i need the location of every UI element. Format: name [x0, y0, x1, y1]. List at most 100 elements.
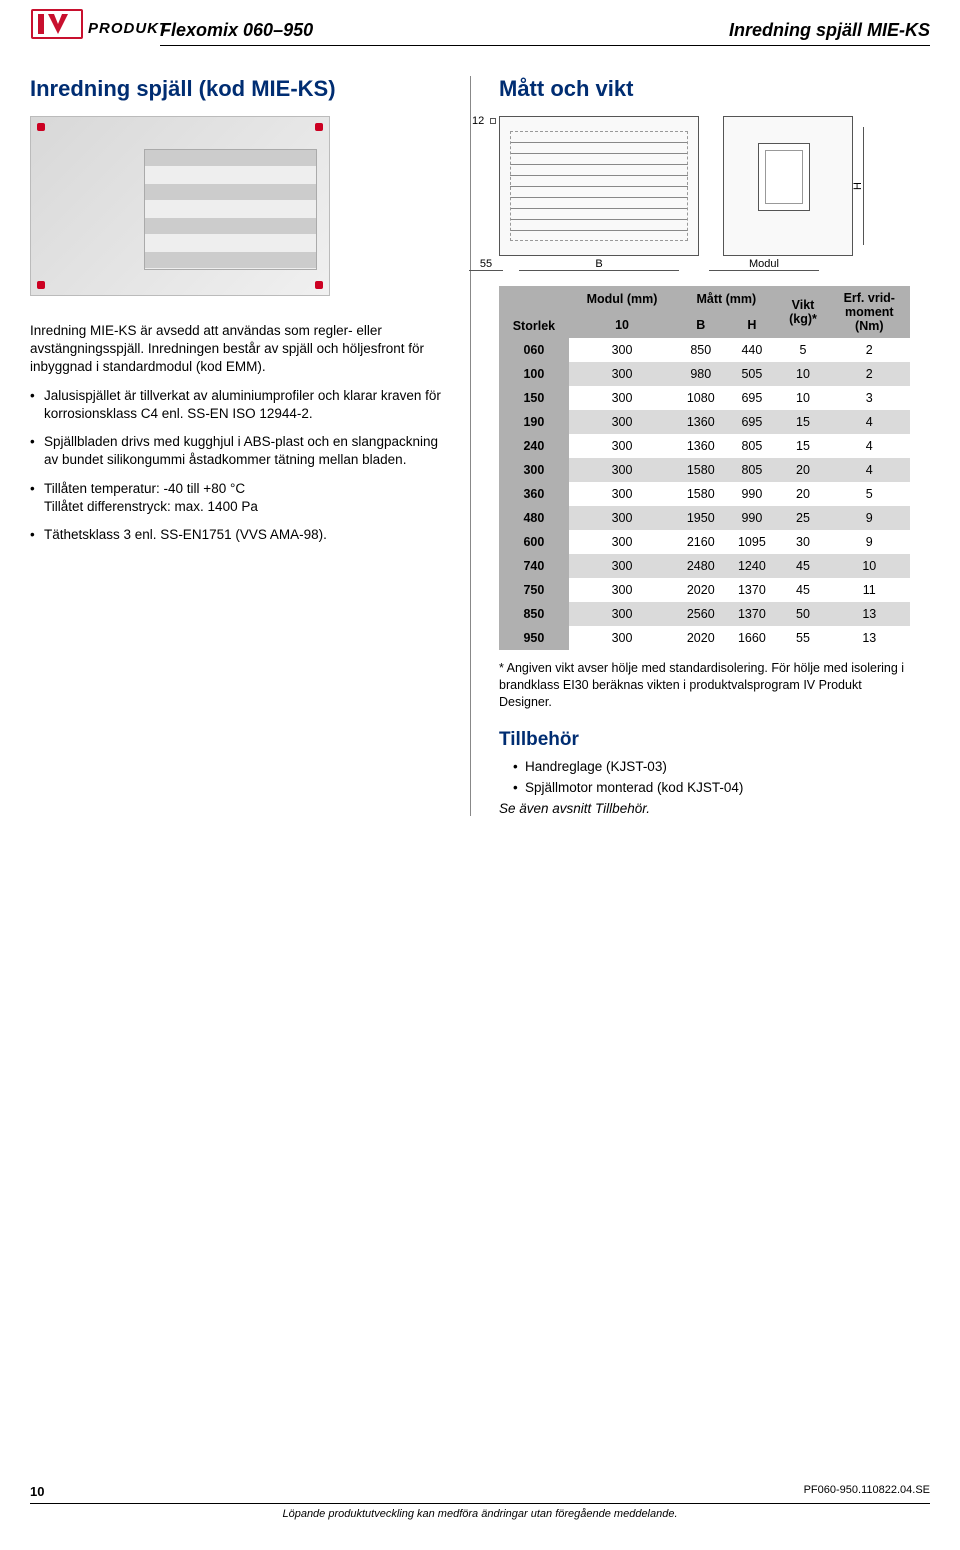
col-10: 10 [569, 312, 675, 338]
table-cell: 1370 [726, 602, 777, 626]
table-cell: 1580 [675, 482, 726, 506]
col-erf: Erf. vrid- moment (Nm) [829, 286, 910, 338]
table-cell: 20 [777, 458, 828, 482]
col-B: B [675, 312, 726, 338]
accessory-item: Spjällmotor monterad (kod KJST-04) [513, 780, 910, 795]
feature-bullet: Tillåten temperatur: -40 till +80 °C Til… [30, 480, 442, 516]
logo-text: PRODUKT [88, 20, 169, 37]
table-cell: 45 [777, 578, 828, 602]
col-H: H [726, 312, 777, 338]
table-cell: 980 [675, 362, 726, 386]
page-number: 10 [30, 1484, 44, 1499]
table-cell: 1370 [726, 578, 777, 602]
table-cell: 2020 [675, 626, 726, 650]
dim-H: H [856, 127, 870, 245]
table-cell: 15 [777, 410, 828, 434]
table-cell: 1240 [726, 554, 777, 578]
table-cell: 300 [569, 482, 675, 506]
table-cell: 55 [777, 626, 828, 650]
table-cell: 2 [829, 338, 910, 362]
table-cell: 100 [499, 362, 569, 386]
table-cell: 1950 [675, 506, 726, 530]
table-cell: 10 [777, 386, 828, 410]
table-cell: 805 [726, 434, 777, 458]
table-cell: 1360 [675, 410, 726, 434]
table-cell: 300 [569, 602, 675, 626]
feature-bullet: Jalusispjället är tillverkat av aluminiu… [30, 387, 442, 423]
header-right: Inredning spjäll MIE-KS [729, 20, 930, 41]
table-row: 750300202013704511 [499, 578, 910, 602]
see-also-text: Se även avsnitt Tillbehör. [499, 801, 910, 816]
table-cell: 1095 [726, 530, 777, 554]
table-row: 3003001580805204 [499, 458, 910, 482]
table-cell: 4 [829, 410, 910, 434]
dim-55: 55 [469, 262, 503, 280]
table-cell: 4 [829, 458, 910, 482]
table-row: 06030085044052 [499, 338, 910, 362]
left-section-title: Inredning spjäll (kod MIE-KS) [30, 76, 442, 102]
table-cell: 740 [499, 554, 569, 578]
table-cell: 10 [777, 362, 828, 386]
page-header: Flexomix 060–950 Inredning spjäll MIE-KS [160, 20, 930, 46]
table-cell: 300 [569, 458, 675, 482]
table-footnote: * Angiven vikt avser hölje med standardi… [499, 660, 910, 711]
page-footer: 10 PF060-950.110822.04.SE Löpande produk… [30, 1484, 930, 1520]
tillbehor-heading: Tillbehör [499, 729, 910, 751]
table-row: 1903001360695154 [499, 410, 910, 434]
table-cell: 2 [829, 362, 910, 386]
table-row: 850300256013705013 [499, 602, 910, 626]
table-row: 60030021601095309 [499, 530, 910, 554]
feature-list: Jalusispjället är tillverkat av aluminiu… [30, 387, 442, 545]
table-cell: 3 [829, 386, 910, 410]
side-diagram: H [723, 116, 853, 256]
table-cell: 150 [499, 386, 569, 410]
table-cell: 300 [569, 506, 675, 530]
accessory-list: Handreglage (KJST-03) Spjällmotor montera… [499, 759, 910, 795]
table-cell: 300 [569, 434, 675, 458]
table-cell: 30 [777, 530, 828, 554]
front-diagram: 12 [499, 116, 699, 256]
table-cell: 505 [726, 362, 777, 386]
feature-bullet: Täthetsklass 3 enl. SS-EN1751 (VVS AMA-9… [30, 526, 442, 544]
table-cell: 300 [569, 362, 675, 386]
table-cell: 300 [499, 458, 569, 482]
table-cell: 360 [499, 482, 569, 506]
table-cell: 50 [777, 602, 828, 626]
product-image [30, 116, 330, 296]
table-cell: 300 [569, 578, 675, 602]
table-cell: 300 [569, 554, 675, 578]
table-cell: 300 [569, 626, 675, 650]
accessory-item: Handreglage (KJST-03) [513, 759, 910, 774]
table-cell: 20 [777, 482, 828, 506]
left-column: Inredning spjäll (kod MIE-KS) Inredning … [30, 76, 470, 816]
table-cell: 10 [829, 554, 910, 578]
table-cell: 480 [499, 506, 569, 530]
table-row: 4803001950990259 [499, 506, 910, 530]
table-row: 2403001360805154 [499, 434, 910, 458]
brand-logo: PRODUKT [30, 8, 169, 48]
table-cell: 1580 [675, 458, 726, 482]
table-cell: 300 [569, 410, 675, 434]
table-cell: 695 [726, 386, 777, 410]
doc-id: PF060-950.110822.04.SE [804, 1484, 930, 1496]
table-cell: 600 [499, 530, 569, 554]
table-cell: 950 [499, 626, 569, 650]
colgroup-matt: Mått (mm) [675, 286, 777, 312]
table-cell: 11 [829, 578, 910, 602]
table-cell: 1080 [675, 386, 726, 410]
table-cell: 13 [829, 626, 910, 650]
table-row: 950300202016605513 [499, 626, 910, 650]
table-cell: 9 [829, 506, 910, 530]
table-cell: 990 [726, 506, 777, 530]
table-cell: 5 [829, 482, 910, 506]
table-row: 100300980505102 [499, 362, 910, 386]
table-cell: 440 [726, 338, 777, 362]
table-cell: 695 [726, 410, 777, 434]
table-row: 3603001580990205 [499, 482, 910, 506]
dimension-diagrams: 12 55 B Modul [499, 116, 910, 256]
table-cell: 850 [499, 602, 569, 626]
table-cell: 300 [569, 338, 675, 362]
table-cell: 190 [499, 410, 569, 434]
table-cell: 2560 [675, 602, 726, 626]
right-column: Mått och vikt 12 55 B Modul [470, 76, 910, 816]
